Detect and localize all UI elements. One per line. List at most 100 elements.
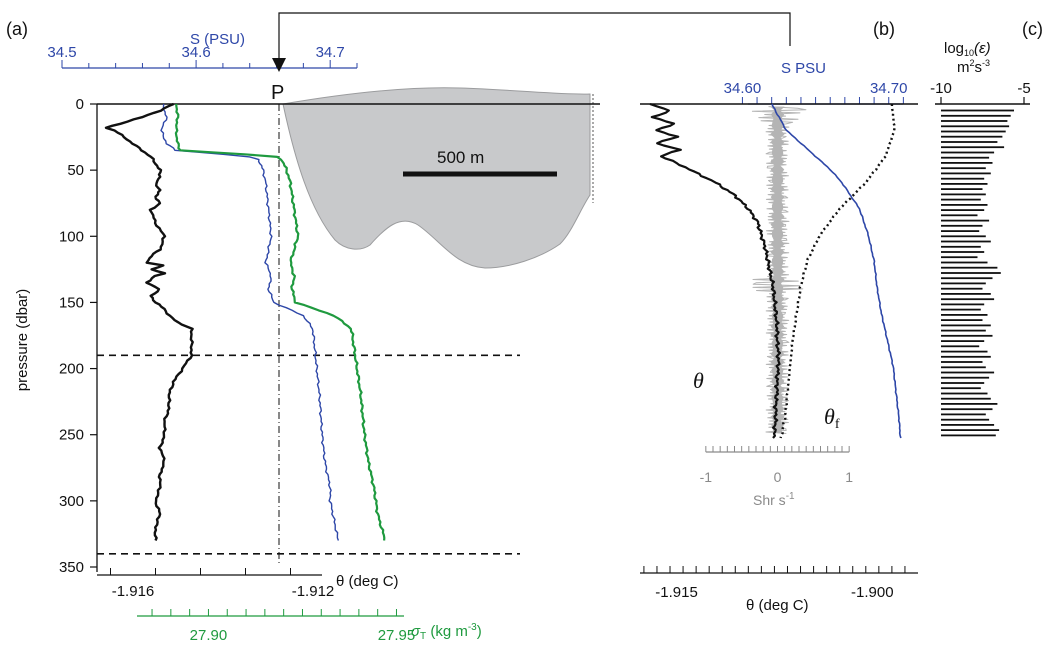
dissipation-bar — [941, 141, 998, 143]
dissipation-bar — [941, 434, 996, 437]
salinity-axis-a: 34.5 34.6 34.7 — [47, 44, 358, 69]
dissipation-bar — [941, 240, 991, 243]
series-theta-b — [649, 102, 782, 439]
dissipation-bar — [941, 235, 986, 238]
dissipation-bar — [941, 350, 988, 353]
pressure-tick-label: 250 — [59, 427, 84, 444]
dissipation-bar — [941, 188, 983, 190]
panel-c: log10(ε) m2s-3 -10 -5 — [930, 40, 1031, 437]
salinity-axis-b: 34.60 34.70 — [724, 80, 908, 105]
panel-a-series — [104, 102, 386, 541]
series-salinity-a — [160, 103, 340, 541]
pressure-axis-label: pressure (dbar) — [14, 289, 31, 392]
dissipation-bar — [941, 413, 986, 416]
shear-core — [770, 106, 785, 433]
sigma-axis: 27.90 27.95 — [137, 609, 415, 644]
dissipation-bar — [941, 277, 993, 280]
dissipation-bar — [941, 193, 986, 196]
dissipation-bar — [941, 345, 980, 348]
dissipation-bar — [941, 245, 981, 248]
dissipation-bar — [941, 418, 990, 421]
series-theta-a — [104, 102, 194, 541]
theta-f-curve-label: θf — [824, 404, 840, 432]
dissipation-bar — [941, 408, 993, 411]
pressure-tick-label: 150 — [59, 294, 84, 311]
theta-axis-b: -1.915 -1.900 — [640, 566, 918, 601]
dissipation-bar — [941, 287, 983, 290]
dissipation-bar — [941, 334, 993, 337]
dissipation-bar — [941, 162, 993, 164]
salinity-tick-label: 34.5 — [47, 44, 76, 61]
dissipation-bar — [941, 387, 981, 390]
dissipation-bar — [941, 256, 978, 259]
salinity-tick-label-b: 34.60 — [724, 80, 762, 97]
theta-axis-a: -1.916 -1.912 — [97, 568, 334, 600]
salinity-axis-label-a: S (PSU) — [190, 31, 245, 48]
shear-profile — [751, 106, 807, 434]
dissipation-bar — [941, 272, 1001, 274]
pressure-tick-label: 300 — [59, 493, 84, 510]
shear-tick-label: -1 — [700, 469, 713, 485]
dissipation-bar — [941, 219, 990, 222]
pressure-tick-label: 350 — [59, 559, 84, 576]
theta-axis-label-a: θ (deg C) — [336, 573, 399, 590]
dissipation-bar — [941, 224, 983, 227]
dissipation-bar — [941, 204, 988, 206]
dissipation-bar — [941, 151, 995, 154]
theta-axis-label-b: θ (deg C) — [746, 597, 809, 614]
dissipation-tick-label: -10 — [930, 80, 952, 97]
dissipation-bar — [941, 293, 991, 295]
dissipation-bar — [941, 135, 1003, 138]
shear-axis-label: Shr s-1 — [753, 491, 795, 508]
theta-tick-label-b: -1.915 — [655, 584, 698, 601]
connector-arrow-icon — [272, 58, 286, 72]
dissipation-axis-label: log10(ε) — [944, 40, 991, 58]
dissipation-bar — [941, 198, 981, 201]
dissipation-bar — [941, 403, 998, 405]
dissipation-bar — [941, 376, 990, 379]
connector-bracket — [278, 12, 791, 69]
pressure-tick-label: 100 — [59, 228, 84, 245]
dissipation-bar — [941, 114, 1011, 117]
dissipation-bar — [941, 329, 986, 332]
dissipation-bar — [941, 125, 1010, 128]
dissipation-bar — [941, 130, 1006, 133]
theta-tick-label: -1.912 — [292, 583, 335, 600]
dissipation-bar — [941, 319, 983, 321]
dissipation-bar — [941, 392, 988, 395]
panel-b: S PSU 34.60 34.70 θ θf -1 0 1 Shr s-1 -1.91… — [640, 60, 918, 614]
dissipation-bar — [941, 183, 988, 185]
dissipation-bar — [941, 167, 986, 170]
dissipation-bar — [941, 156, 990, 159]
salinity-axis-label-b: S PSU — [781, 60, 826, 77]
dissipation-bar — [941, 324, 991, 327]
shear-axis: -1 0 1 — [700, 446, 853, 485]
series-salinity-b — [771, 103, 902, 439]
dissipation-bar — [941, 371, 995, 374]
theta-tick-label-b: -1.900 — [851, 584, 894, 601]
dissipation-bar — [941, 230, 980, 232]
pressure-tick-label: 200 — [59, 361, 84, 378]
theta-curve-label: θ — [693, 368, 704, 393]
sigma-axis-label: σT (kg m-3) — [411, 622, 482, 642]
panel-a: S (PSU) 34.5 34.6 34.7 500 m P 0 50 100 150 20… — [14, 12, 791, 644]
dissipation-bar — [941, 429, 1000, 431]
theta-tick-label: -1.916 — [112, 583, 155, 600]
dissipation-bar — [941, 314, 988, 316]
panel-label-b: (b) — [873, 19, 895, 39]
salinity-tick-label: 34.7 — [316, 44, 345, 61]
dissipation-bar — [941, 303, 985, 306]
pressure-tick-label: 0 — [76, 96, 84, 113]
dissipation-bar — [941, 308, 981, 311]
dissipation-bar — [941, 282, 986, 285]
shear-tick-label: 1 — [845, 469, 853, 485]
dissipation-units-label: m2s-3 — [957, 58, 990, 76]
dissipation-bar — [941, 361, 983, 363]
dissipation-bar — [941, 424, 995, 426]
series-sigma-a — [174, 103, 386, 541]
sigma-tick-label: 27.95 — [378, 627, 416, 644]
scale-bar-label: 500 m — [437, 148, 484, 167]
pressure-tick-label: 50 — [67, 162, 84, 179]
dissipation-bar — [941, 355, 991, 358]
